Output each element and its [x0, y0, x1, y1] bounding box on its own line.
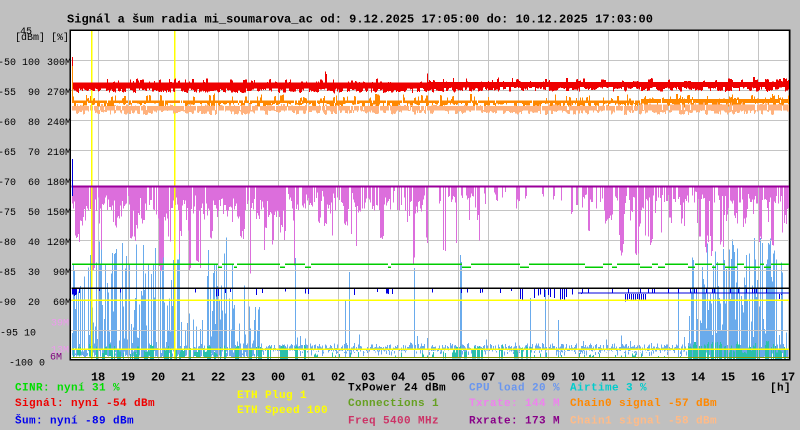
- svg-text:270M: 270M: [47, 88, 71, 99]
- svg-text:05: 05: [421, 371, 435, 385]
- svg-text:01: 01: [301, 371, 315, 385]
- svg-text:17: 17: [781, 371, 795, 385]
- svg-text:15: 15: [721, 371, 735, 385]
- svg-text:30: 30: [28, 268, 40, 279]
- svg-text:-85: -85: [0, 268, 16, 279]
- svg-text:Airtime 3 %: Airtime 3 %: [570, 383, 647, 395]
- svg-text:-55: -55: [0, 88, 16, 99]
- svg-text:150M: 150M: [47, 208, 71, 219]
- svg-text:-80: -80: [0, 238, 16, 249]
- svg-text:39M: 39M: [51, 319, 69, 330]
- svg-text:18: 18: [91, 371, 105, 385]
- svg-text:Txrate: 144 M: Txrate: 144 M: [469, 398, 560, 410]
- svg-text:16: 16: [751, 371, 765, 385]
- svg-text:45: 45: [20, 27, 32, 38]
- svg-text:40: 40: [28, 238, 40, 249]
- svg-text:180M: 180M: [47, 178, 71, 189]
- svg-text:-100 0: -100 0: [9, 359, 45, 370]
- svg-text:19: 19: [121, 371, 135, 385]
- svg-text:90M: 90M: [53, 268, 71, 279]
- svg-text:60M: 60M: [53, 298, 71, 309]
- svg-text:6M: 6M: [50, 353, 62, 364]
- svg-text:ETH Speed 100: ETH Speed 100: [237, 405, 328, 417]
- svg-text:07: 07: [481, 371, 495, 385]
- svg-text:21: 21: [181, 371, 195, 385]
- svg-text:-65: -65: [0, 148, 16, 159]
- svg-text:-95 10: -95 10: [0, 329, 36, 340]
- svg-text:00: 00: [271, 371, 285, 385]
- svg-text:80: 80: [28, 118, 40, 129]
- svg-text:03: 03: [361, 371, 375, 385]
- svg-text:TxPower 24 dBm: TxPower 24 dBm: [348, 383, 446, 395]
- svg-text:-70: -70: [0, 178, 16, 189]
- svg-text:13: 13: [661, 371, 675, 385]
- svg-text:[h]: [h]: [770, 383, 791, 395]
- svg-text:08: 08: [511, 371, 525, 385]
- svg-text:50: 50: [28, 208, 40, 219]
- svg-text:210M: 210M: [47, 148, 71, 159]
- svg-text:120M: 120M: [47, 238, 71, 249]
- svg-text:13M: 13M: [51, 346, 69, 357]
- svg-text:22: 22: [211, 371, 225, 385]
- svg-text:90: 90: [28, 88, 40, 99]
- svg-text:04: 04: [391, 371, 405, 385]
- svg-text:Rxrate: 173 M: Rxrate: 173 M: [469, 416, 560, 428]
- svg-text:60: 60: [28, 178, 40, 189]
- svg-text:Signál: nyní -54 dBm: Signál: nyní -54 dBm: [15, 398, 155, 410]
- svg-text:ETH Plug 1: ETH Plug 1: [237, 390, 307, 402]
- svg-text:-50: -50: [0, 58, 16, 69]
- svg-text:12: 12: [631, 371, 645, 385]
- svg-text:Signál a šum radia mi_soumarov: Signál a šum radia mi_soumarova_ac od: 9…: [67, 13, 653, 27]
- svg-text:240M: 240M: [47, 118, 71, 129]
- svg-text:100: 100: [22, 58, 40, 69]
- svg-text:20: 20: [28, 298, 40, 309]
- svg-text:Chain0 signal -57 dBm: Chain0 signal -57 dBm: [570, 398, 717, 410]
- svg-text:[dBm] [%]: [dBm] [%]: [15, 32, 69, 44]
- svg-text:20: 20: [151, 371, 165, 385]
- svg-text:Freq 5400 MHz: Freq 5400 MHz: [348, 416, 439, 428]
- svg-text:CINR: nyní 31 %: CINR: nyní 31 %: [15, 383, 120, 395]
- svg-text:10: 10: [571, 371, 585, 385]
- svg-text:Connections 1: Connections 1: [348, 398, 439, 410]
- svg-text:-60: -60: [0, 118, 16, 129]
- svg-text:300M: 300M: [47, 58, 71, 69]
- svg-text:CPU load 20 %: CPU load 20 %: [469, 383, 560, 395]
- svg-text:-75: -75: [0, 208, 16, 219]
- svg-text:14: 14: [691, 371, 705, 385]
- svg-text:23: 23: [241, 371, 255, 385]
- svg-text:09: 09: [541, 371, 555, 385]
- svg-text:Chain1 signal -58 dBm: Chain1 signal -58 dBm: [570, 416, 717, 428]
- svg-text:11: 11: [601, 371, 615, 385]
- svg-text:-90: -90: [0, 298, 16, 309]
- svg-text:Šum: nyní -89 dBm: Šum: nyní -89 dBm: [15, 414, 134, 428]
- svg-text:06: 06: [451, 371, 465, 385]
- svg-text:02: 02: [331, 371, 345, 385]
- svg-text:70: 70: [28, 148, 40, 159]
